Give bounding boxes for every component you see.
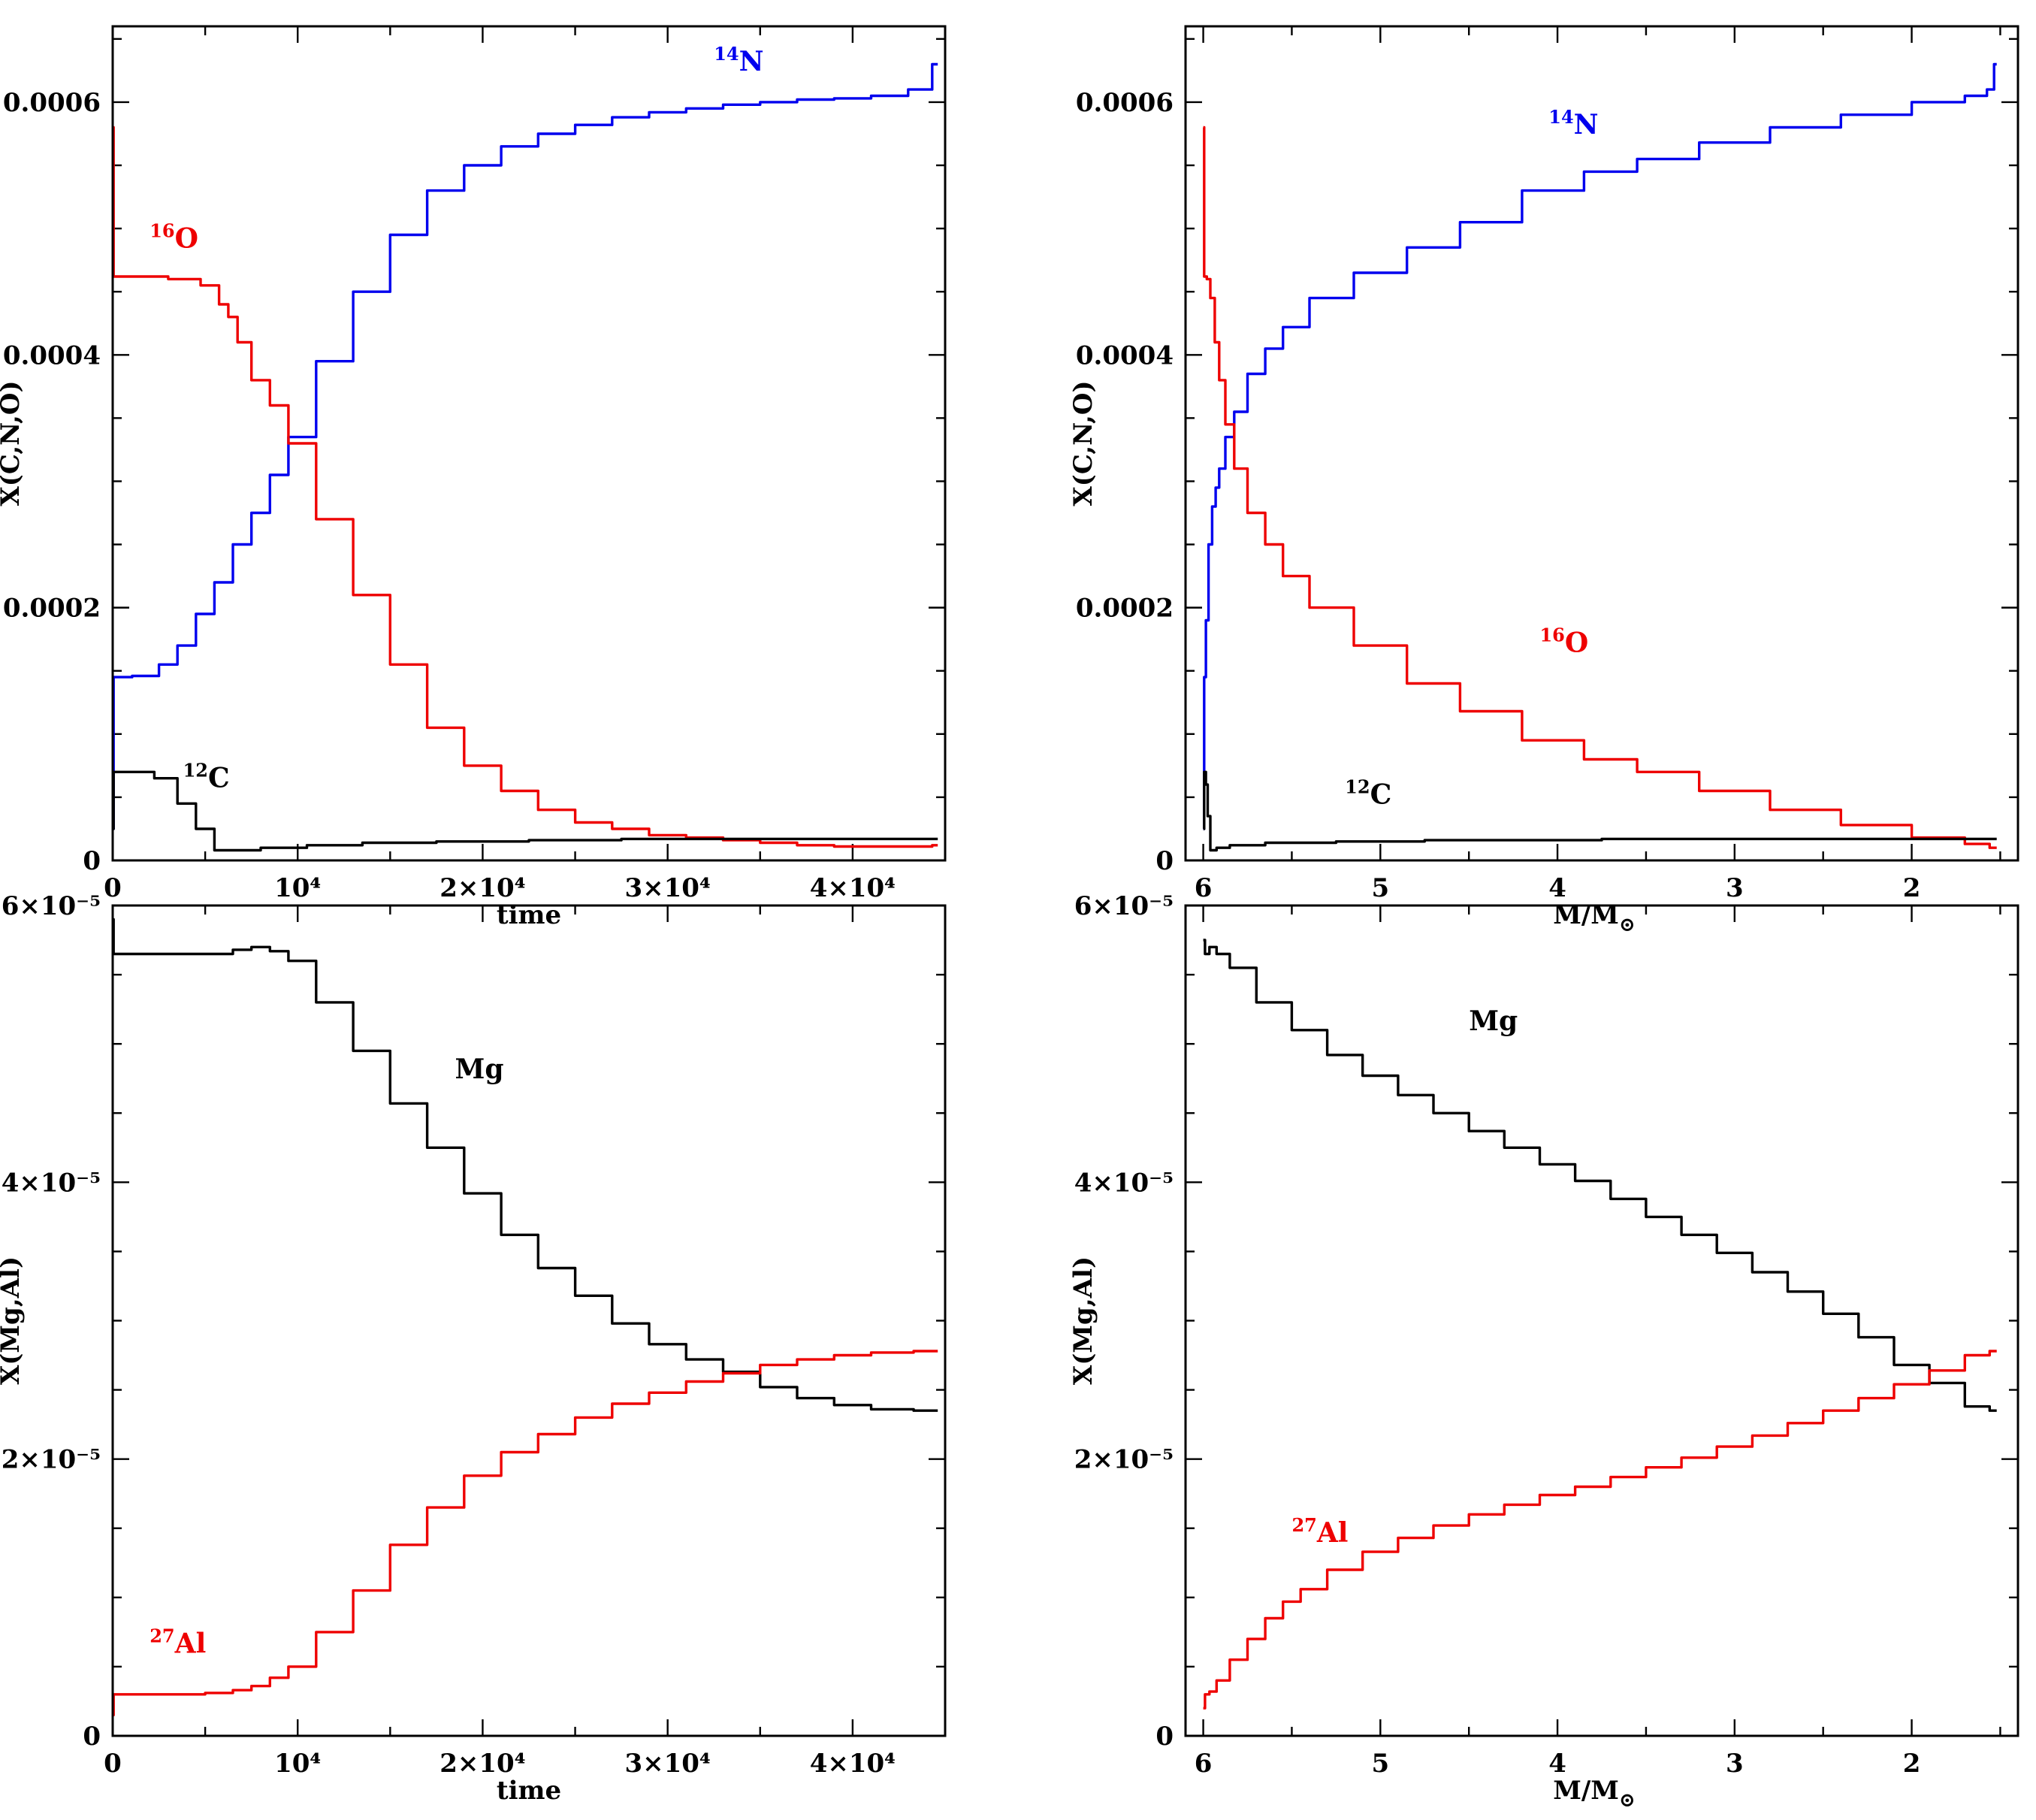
annotation-element: N [1574,109,1599,141]
x-axis-label-main: M/M [1553,1776,1619,1806]
x-tick-label: 6 [1195,1749,1213,1779]
y-tick-label: 6×10⁻⁵ [2,891,101,921]
y-tick-label: 2×10⁻⁵ [1074,1445,1174,1475]
y-axis-label: X(Mg,Al) [0,1256,26,1385]
y-axis-label: X(C,N,O) [1068,380,1098,506]
annotation-superscript: 12 [1345,775,1370,797]
annotation-superscript: 12 [183,759,208,781]
x-tick-label: 5 [1371,1749,1389,1779]
series-line [1203,62,1997,830]
series-annotation: 16O [1539,624,1588,659]
plot-frame [111,25,947,862]
y-tick-label: 0.0004 [1076,340,1174,370]
annotation-element: C [1370,778,1392,810]
x-axis-label-sub: ⊙ [1619,914,1636,936]
annotation-element: N [739,46,764,77]
y-tick-label: 0.0002 [1076,594,1174,624]
series-annotation: 27Al [1291,1514,1348,1549]
x-tick-label: 2 [1903,1749,1921,1779]
series-annotation: 14N [1548,106,1598,141]
x-tick-label: 3 [1726,873,1744,903]
y-tick-label: 0.0006 [3,88,101,118]
plot-frame [1184,904,2019,1737]
annotation-element: O [1565,627,1588,659]
y-axis-label: X(Mg,Al) [1068,1256,1098,1385]
y-tick-label: 0 [83,1722,101,1752]
annotation-element: Al [174,1628,207,1660]
series-line [112,1350,938,1717]
series-line [1203,939,1997,1412]
annotation-superscript: 14 [1548,106,1573,128]
x-tick-label: 10⁴ [274,1749,321,1779]
plot-frame [111,904,947,1737]
x-tick-label: 5 [1371,873,1389,903]
x-tick-label: 2×10⁴ [440,1749,525,1779]
annotation-superscript: 27 [1291,1514,1316,1536]
annotation-element: Mg [455,1054,504,1085]
panel-cno_time: 0 10⁴ 2×10⁴ 3×10⁴ 4×10⁴00.00020.00040.0006ti… [0,25,947,930]
x-tick-label: 4 [1548,873,1566,903]
x-tick-label: 3×10⁴ [624,873,710,903]
panel-mgal_mass: 6 5 4 3 202×10⁻⁵4×10⁻⁵6×10⁻⁵M/M⊙X(Mg,Al)Mg27… [1068,891,2019,1812]
y-tick-label: 4×10⁻⁵ [1074,1168,1174,1198]
annotation-element: O [175,222,198,254]
annotation-superscript: 14 [714,43,739,65]
y-tick-label: 0 [1155,1722,1174,1752]
x-tick-label: 6 [1195,873,1213,903]
x-tick-label: 4×10⁴ [810,1749,896,1779]
x-tick-label: 3×10⁴ [624,1749,710,1779]
series-line [112,125,938,848]
x-tick-label: 10⁴ [274,873,321,903]
x-axis-label-sub: ⊙ [1619,1789,1636,1812]
series-annotation: Mg [455,1054,504,1085]
series-line [112,770,938,852]
x-axis-label: time [497,1776,561,1806]
y-tick-label: 0.0004 [3,340,101,370]
x-tick-label: 0 [104,1749,122,1779]
series-annotation: 16O [150,219,198,254]
panel-mgal_time: 0 10⁴ 2×10⁴ 3×10⁴ 4×10⁴ 0 2×10⁻⁵ 4×10⁻⁵ 6×10⁻⁵ ti… [0,891,947,1806]
panel-cno_mass: 6 5 4 3 200.00020.00040.0006M/M⊙X(C,N,O)14N1… [1068,25,2019,936]
plot-frame [1184,25,2019,862]
x-tick-label: 3 [1726,1749,1744,1779]
series-annotation: 27Al [150,1625,206,1660]
y-tick-label: 0.0006 [1076,88,1174,118]
series-line [1203,125,1997,849]
annotation-element: Al [1316,1517,1349,1549]
y-tick-label: 0.0002 [3,594,101,624]
series-line [1203,770,1997,852]
series-annotation: 14N [714,43,763,77]
y-tick-label: 0 [1155,846,1174,876]
series-annotation: Mg [1469,1005,1518,1037]
y-tick-label: 2×10⁻⁵ [2,1445,101,1475]
x-tick-label: 0 [104,873,122,903]
x-tick-label: 2 [1903,873,1921,903]
series-line [112,62,938,830]
x-tick-label: 4 [1548,1749,1566,1779]
series-line [112,918,938,1412]
series-line [1203,1350,1997,1710]
y-axis-label: X(C,N,O) [0,380,26,506]
series-annotation: 12C [183,759,230,794]
y-tick-label: 4×10⁻⁵ [2,1168,101,1198]
y-tick-label: 6×10⁻⁵ [1074,891,1174,921]
annotation-element: C [208,762,230,794]
x-axis-label: M/M⊙ [1553,1776,1636,1812]
y-tick-label: 0 [83,846,101,876]
annotation-superscript: 16 [1539,624,1564,646]
series-annotation: 12C [1345,775,1391,810]
x-tick-label: 4×10⁴ [810,873,896,903]
annotation-superscript: 27 [150,1625,174,1647]
annotation-superscript: 16 [150,219,174,241]
annotation-element: Mg [1469,1005,1518,1037]
x-tick-label: 2×10⁴ [440,873,525,903]
